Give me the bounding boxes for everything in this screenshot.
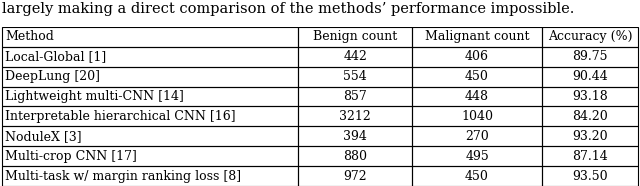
Text: Accuracy (%): Accuracy (%) [548, 30, 632, 43]
Text: 554: 554 [344, 70, 367, 83]
Bar [298, 166, 412, 186]
Text: 270: 270 [465, 130, 489, 143]
Text: Multi-crop CNN [17]: Multi-crop CNN [17] [5, 150, 137, 163]
Text: Method: Method [5, 30, 54, 43]
Bar [412, 146, 541, 166]
Text: 93.18: 93.18 [572, 90, 608, 103]
Text: Lightweight multi-CNN [14]: Lightweight multi-CNN [14] [5, 90, 184, 103]
Bar [541, 126, 638, 146]
Text: 93.20: 93.20 [572, 130, 608, 143]
Bar [298, 67, 412, 87]
Text: 93.50: 93.50 [572, 170, 608, 183]
Text: 450: 450 [465, 170, 489, 183]
Text: 394: 394 [343, 130, 367, 143]
Text: 406: 406 [465, 50, 489, 63]
Bar [412, 106, 541, 126]
Bar [2, 87, 298, 106]
Text: 84.20: 84.20 [572, 110, 608, 123]
Bar [2, 166, 298, 186]
Bar [298, 146, 412, 166]
Text: 89.75: 89.75 [572, 50, 607, 63]
Text: 442: 442 [343, 50, 367, 63]
Bar [2, 106, 298, 126]
Bar [412, 126, 541, 146]
Text: 972: 972 [344, 170, 367, 183]
Bar [2, 126, 298, 146]
Bar [541, 146, 638, 166]
Text: Multi-task w/ margin ranking loss [8]: Multi-task w/ margin ranking loss [8] [5, 170, 241, 183]
Text: 3212: 3212 [339, 110, 371, 123]
Bar [541, 87, 638, 106]
Bar [2, 47, 298, 67]
Bar [412, 47, 541, 67]
Bar [412, 27, 541, 47]
Text: 495: 495 [465, 150, 489, 163]
Bar [541, 27, 638, 47]
Bar [298, 27, 412, 47]
Bar [541, 67, 638, 87]
Text: 857: 857 [344, 90, 367, 103]
Bar [412, 67, 541, 87]
Text: 448: 448 [465, 90, 489, 103]
Text: 87.14: 87.14 [572, 150, 608, 163]
Text: 1040: 1040 [461, 110, 493, 123]
Bar [541, 166, 638, 186]
Bar [412, 166, 541, 186]
Text: 880: 880 [343, 150, 367, 163]
Bar [2, 146, 298, 166]
Text: Local-Global [1]: Local-Global [1] [5, 50, 106, 63]
Text: 90.44: 90.44 [572, 70, 608, 83]
Bar [2, 67, 298, 87]
Text: largely making a direct comparison of the methods’ performance impossible.: largely making a direct comparison of th… [2, 2, 574, 16]
Text: NoduleX [3]: NoduleX [3] [5, 130, 82, 143]
Bar [541, 106, 638, 126]
Text: DeepLung [20]: DeepLung [20] [5, 70, 100, 83]
Text: Malignant count: Malignant count [425, 30, 529, 43]
Text: Benign count: Benign count [313, 30, 397, 43]
Bar [412, 87, 541, 106]
Bar [298, 126, 412, 146]
Bar [298, 87, 412, 106]
Bar [298, 47, 412, 67]
Bar [298, 106, 412, 126]
Bar [2, 27, 298, 47]
Text: 450: 450 [465, 70, 489, 83]
Text: Interpretable hierarchical CNN [16]: Interpretable hierarchical CNN [16] [5, 110, 236, 123]
Bar [541, 47, 638, 67]
